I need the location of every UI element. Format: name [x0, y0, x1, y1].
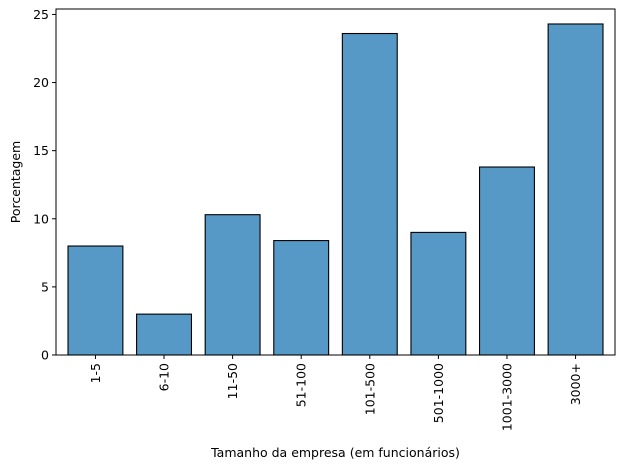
plot-frame [55, 8, 616, 356]
x-tick-label: 3000+ [568, 363, 583, 405]
bar-11-50 [204, 214, 261, 356]
y-tick-label: 15 [33, 143, 49, 158]
bar-501-1000 [410, 231, 467, 356]
bar-51-100 [273, 240, 330, 356]
y-axis: 0 5 10 15 20 25 [33, 7, 56, 363]
x-tick-label: 11-50 [225, 363, 240, 399]
x-tick-label: 51-100 [294, 363, 309, 407]
x-axis-label: Tamanho da empresa (em funcionários) [210, 445, 460, 460]
x-axis: 1-5 6-10 11-50 51-100 101-500 501-1000 1001-30… [88, 355, 583, 431]
bars-group [67, 23, 604, 356]
bar-6-10 [136, 313, 193, 356]
y-tick-label: 10 [33, 211, 49, 226]
y-tick-label: 20 [33, 75, 49, 90]
bar-101-500 [341, 32, 398, 356]
y-axis-label: Porcentagem [8, 141, 23, 223]
y-tick-label: 25 [33, 7, 49, 22]
x-tick-label: 501-1000 [431, 363, 446, 423]
bar-1-5 [67, 245, 124, 356]
x-tick-label: 1001-3000 [499, 363, 514, 431]
y-tick-label: 0 [41, 348, 49, 363]
bar-3000+ [547, 23, 604, 356]
y-tick-label: 5 [41, 279, 49, 294]
x-tick-label: 1-5 [88, 363, 103, 383]
x-tick-label: 101-500 [362, 363, 377, 415]
bar-1001-3000 [478, 166, 535, 356]
x-tick-label: 6-10 [157, 363, 172, 391]
